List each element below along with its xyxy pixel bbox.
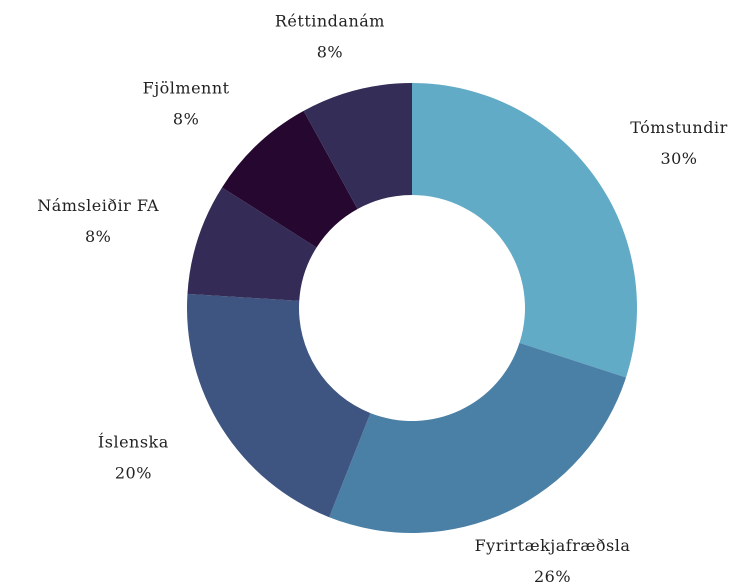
slice-label: Námsleiðir FA bbox=[37, 196, 159, 215]
donut-slice bbox=[222, 110, 358, 248]
slice-value-label: 8% bbox=[173, 109, 199, 128]
slice-value-label: 20% bbox=[115, 464, 152, 483]
slice-label: Íslenska bbox=[98, 432, 169, 452]
donut-slice bbox=[187, 187, 317, 301]
slice-value-label: 30% bbox=[660, 149, 697, 168]
donut-slice bbox=[187, 293, 371, 518]
donut-slice bbox=[329, 342, 626, 533]
slice-label: Fyrirtækjafræðsla bbox=[475, 536, 631, 555]
donut-slice bbox=[412, 83, 637, 378]
slice-value-label: 26% bbox=[534, 567, 571, 583]
slice-label: Réttindanám bbox=[275, 11, 385, 30]
slice-label: Tómstundir bbox=[630, 118, 728, 137]
donut-slice bbox=[303, 83, 412, 209]
slice-value-label: 8% bbox=[85, 227, 111, 246]
slice-label: Fjölmennt bbox=[143, 78, 230, 97]
slice-value-label: 8% bbox=[317, 42, 343, 61]
